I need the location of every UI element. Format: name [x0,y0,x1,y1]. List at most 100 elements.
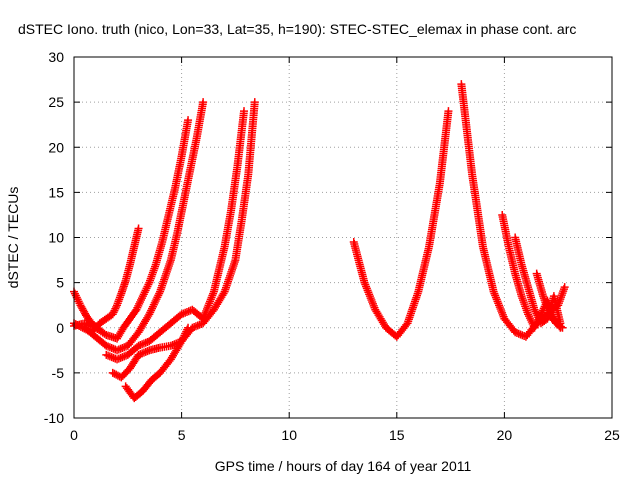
data-point [134,341,143,350]
data-point [105,352,114,361]
data-point [141,347,150,356]
data-point [110,306,119,315]
data-point [136,341,145,350]
data-point [109,308,118,317]
data-point [105,343,114,352]
chart-title: dSTEC Iono. truth (nico, Lon=33, Lat=35,… [18,21,576,37]
x-tick-label: 20 [497,427,513,443]
data-point [139,348,148,357]
data-point [138,340,147,349]
data-point [104,351,113,360]
data-point [136,350,145,359]
data-point [181,308,190,317]
data-point [560,283,569,292]
data-point [102,341,111,350]
data-point [512,329,521,338]
data-point [182,307,191,316]
data-point [153,293,162,302]
data-point [112,370,121,379]
x-tick-label: 5 [178,427,186,443]
x-tick-label: 10 [281,427,297,443]
data-point [184,323,193,332]
series-4 [80,98,208,355]
y-tick-label: 0 [56,320,64,336]
data-point [516,330,525,339]
data-point [149,300,158,309]
y-tick-label: 20 [48,139,64,155]
data-point [147,306,156,315]
data-point [190,322,199,331]
data-point [118,353,127,362]
data-point [146,308,155,317]
data-point [143,347,152,356]
data-point [113,355,122,364]
y-tick-label: -5 [52,365,65,381]
series-3 [70,116,193,343]
y-tick-label: 25 [48,94,64,110]
y-tick-label: 15 [48,184,64,200]
data-point [155,289,164,298]
x-tick-label: 15 [389,427,405,443]
data-point [110,369,119,378]
data-point [102,350,111,359]
data-point [108,310,117,319]
data-point [118,344,127,353]
plot-frame [73,56,613,419]
data-point [240,107,249,116]
data-point [145,310,154,319]
data-point [138,349,147,358]
data-point [168,341,177,350]
data-point [195,320,204,329]
data-point [152,295,161,304]
y-tick-label: -10 [44,410,64,426]
y-tick-label: 5 [56,275,64,291]
data-point [177,310,186,319]
data-point [148,304,157,313]
data-series [70,80,569,403]
data-point [150,298,159,307]
grid [74,57,612,418]
data-point [87,322,96,331]
data-point [134,224,143,233]
data-point [154,291,163,300]
data-point [107,353,116,362]
data-point [139,339,148,348]
data-point [250,98,259,107]
y-tick-label: 30 [48,49,64,65]
data-point [444,107,453,116]
series-7 [121,323,193,403]
series-8 [349,107,453,341]
data-point [148,302,157,311]
data-point [109,353,118,362]
data-point [141,338,150,347]
data-point [100,329,109,338]
series-12 [532,269,567,332]
data-point [116,353,125,362]
data-point [166,341,175,350]
data-point [120,343,129,352]
data-point [120,352,129,361]
data-point [184,116,193,125]
series-10 [498,210,565,332]
data-point [108,368,117,377]
data-point [511,328,520,337]
y-axis-title: dSTEC / TECUs [5,187,21,289]
data-point [191,322,200,331]
data-point [193,321,202,330]
data-point [556,322,565,331]
data-point [114,354,123,363]
data-point [86,321,95,330]
data-point [114,345,123,354]
tick-labels: 0 5 10 15 20 25 -10 -5 0 5 10 15 20 25 30 [44,49,620,443]
data-point [179,309,188,318]
y-tick-label: 10 [48,230,64,246]
data-point [134,350,143,359]
series-5 [102,107,249,364]
data-point [107,344,116,353]
x-axis-title: GPS time / hours of day 164 of year 2011 [215,458,472,474]
data-point [514,329,523,338]
data-point [112,302,121,311]
series-2 [70,224,143,337]
data-point [116,344,125,353]
